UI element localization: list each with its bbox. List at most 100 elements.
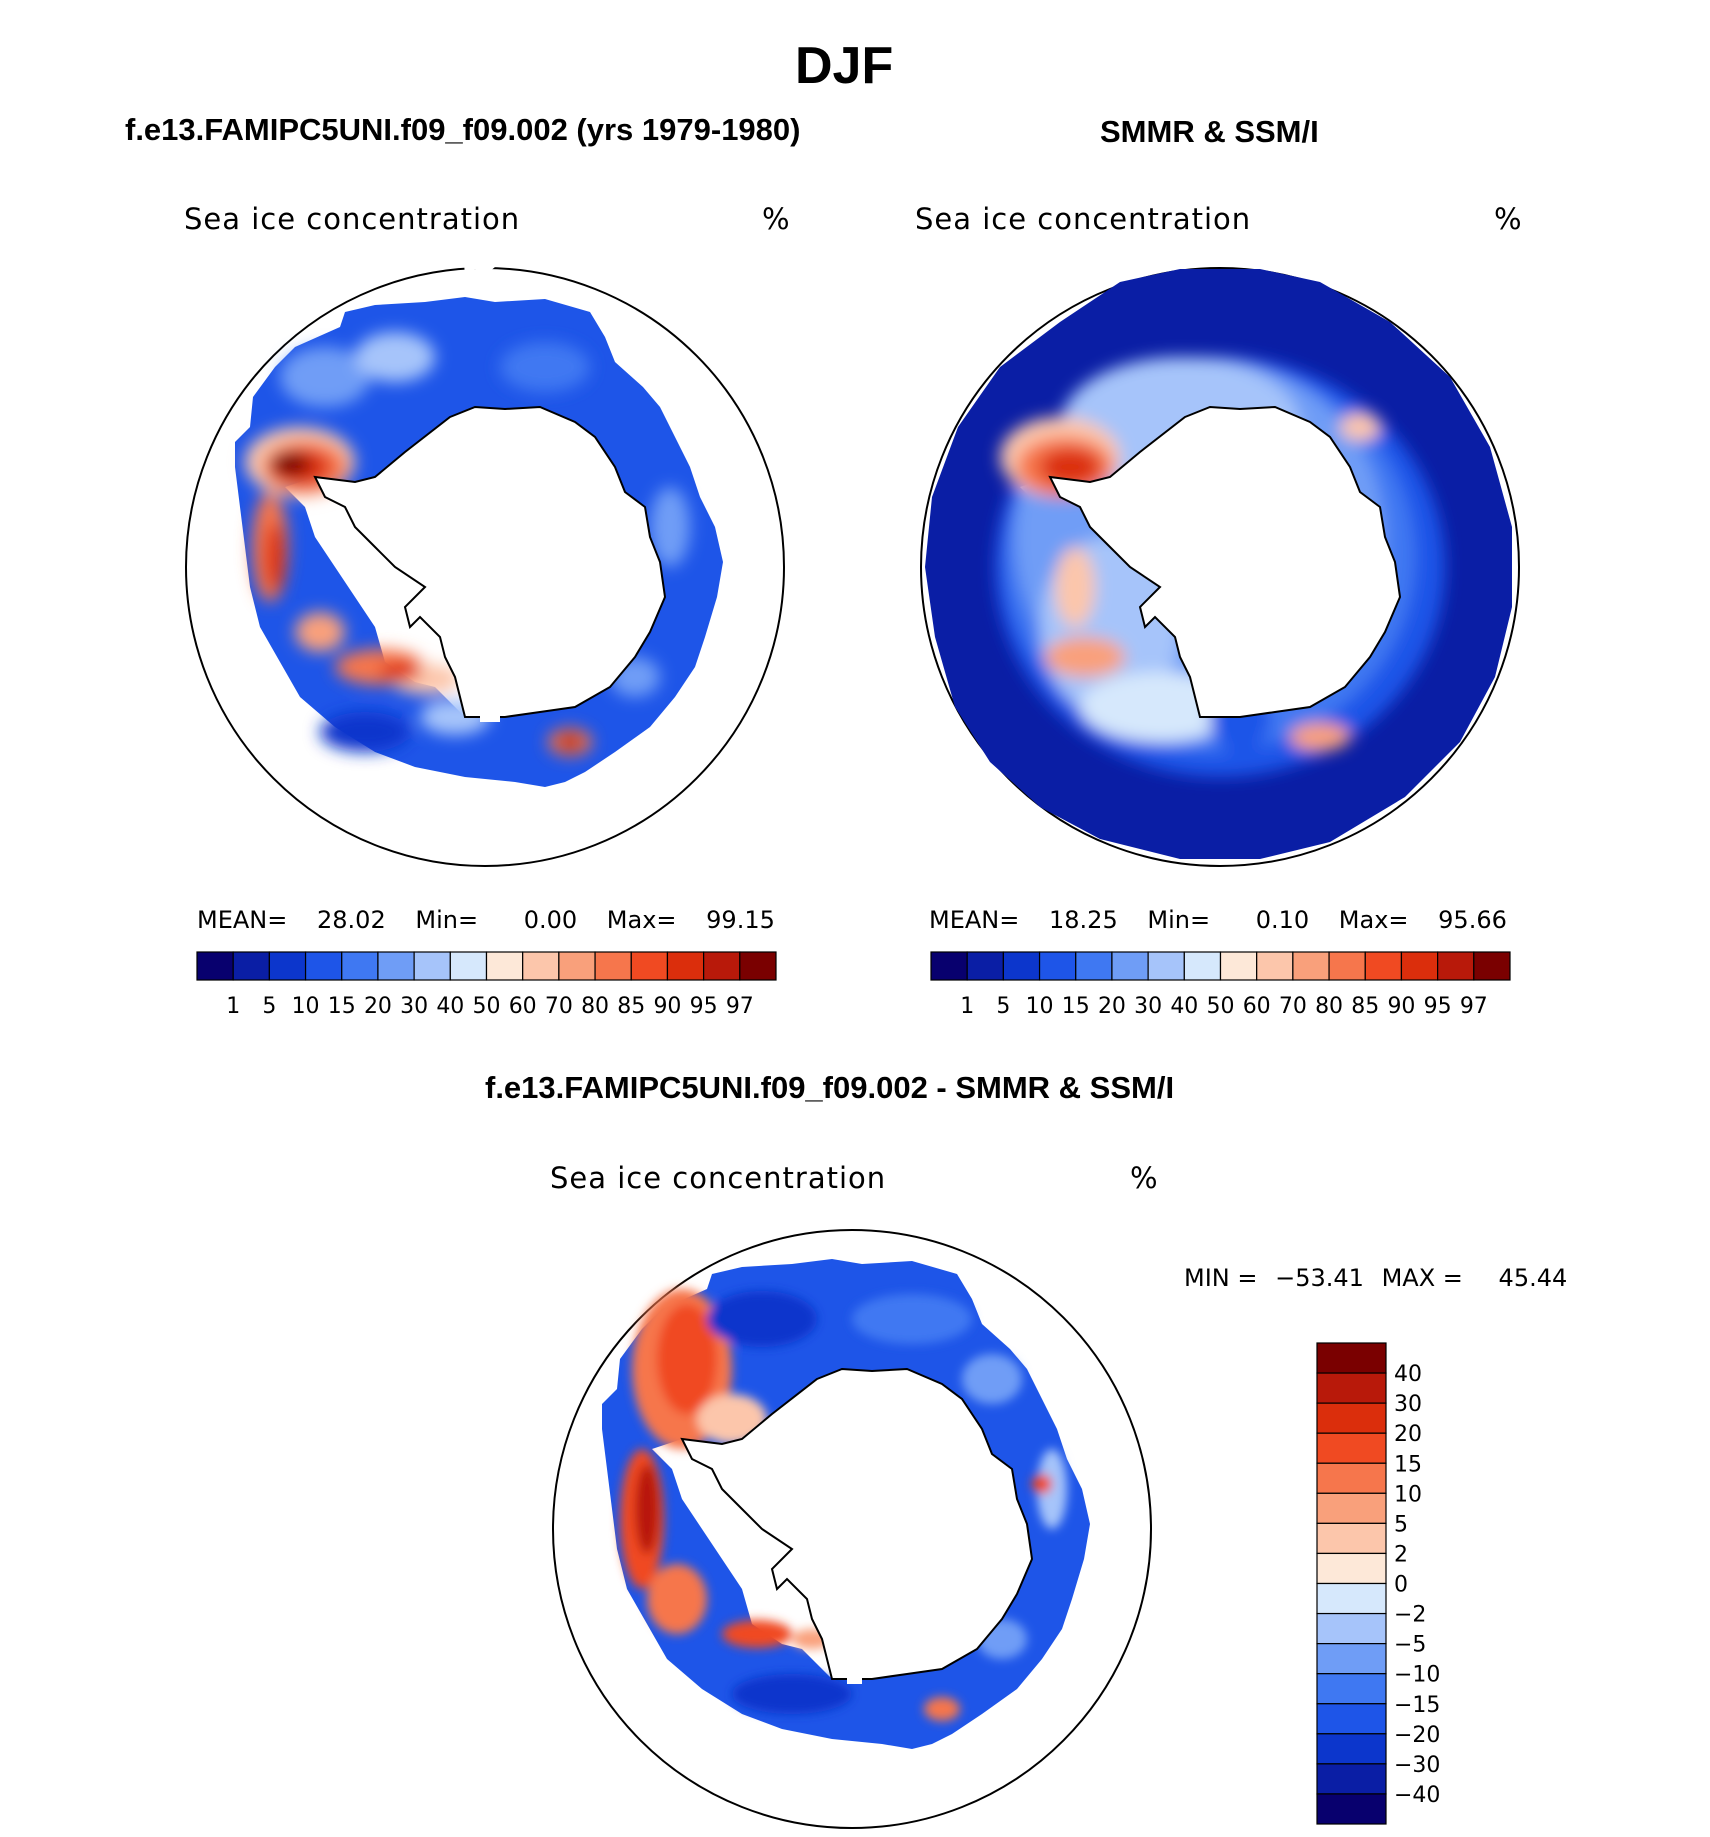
obs-colorbar-tick-label-11: 85	[1351, 994, 1379, 1019]
model-colorbar-swatch-0	[196, 951, 234, 981]
obs-map	[920, 267, 1520, 867]
obs-mean-label: MEAN=	[929, 906, 1020, 934]
model-colorbar-tick-label-3: 15	[328, 994, 356, 1019]
diff-colorbar-swatch-11	[1316, 1673, 1387, 1705]
diff-colorbar-swatch-0	[1316, 1342, 1387, 1374]
obs-colorbar-tick-label-13: 95	[1424, 994, 1452, 1019]
diff-min-label: MIN =	[1184, 1264, 1258, 1292]
obs-units-label: %	[1494, 202, 1523, 236]
obs-colorbar-tick-label-14: 97	[1460, 994, 1488, 1019]
diff-colorbar-tick-label-14: −40	[1394, 1783, 1440, 1808]
model-map	[185, 239, 785, 867]
obs-colorbar-swatch-4	[1075, 951, 1113, 981]
diff-colorbar-swatch-15	[1316, 1793, 1387, 1825]
diff-field-label: Sea ice concentration	[550, 1161, 887, 1195]
obs-colorbar-swatch-11	[1328, 951, 1366, 981]
diff-colorbar-swatch-2	[1316, 1402, 1387, 1434]
diff-colorbar-swatch-9	[1316, 1612, 1387, 1645]
diff-colorbar-swatch-1	[1316, 1372, 1387, 1404]
obs-colorbar-tick-label-3: 15	[1062, 994, 1090, 1019]
diff-colorbar-tick-label-12: −20	[1394, 1723, 1440, 1748]
diff-colorbar-tick-label-3: 15	[1394, 1452, 1422, 1477]
diff-colorbar-swatch-3	[1316, 1432, 1387, 1464]
model-colorbar-tick-label-1: 5	[262, 994, 276, 1019]
obs-mean-value: 18.25	[1049, 906, 1118, 934]
obs-min-value: 0.10	[1255, 906, 1310, 934]
model-colorbar-swatch-11	[594, 951, 632, 981]
model-colorbar-swatch-13	[666, 951, 705, 981]
model-colorbar-swatch-15	[739, 951, 777, 981]
diff-colorbar-tick-label-9: −5	[1394, 1633, 1426, 1658]
model-field-label: Sea ice concentration	[184, 202, 521, 236]
model-colorbar-swatch-14	[703, 951, 741, 981]
obs-colorbar-tick-label-12: 90	[1387, 994, 1415, 1019]
diff-colorbar-swatch-10	[1316, 1643, 1387, 1675]
obs-colorbar-tick-label-9: 70	[1279, 994, 1307, 1019]
obs-colorbar-tick-label-10: 80	[1315, 994, 1343, 1019]
diff-colorbar-tick-label-7: 0	[1394, 1573, 1408, 1598]
diff-colorbar-tick-label-4: 10	[1394, 1482, 1422, 1507]
model-max-value: 99.15	[706, 906, 775, 934]
model-mean-label: MEAN=	[197, 906, 288, 934]
obs-colorbar-swatch-0	[930, 951, 968, 981]
diff-stats: MIN = −53.41 MAX = 45.44	[1184, 1264, 1567, 1292]
diff-colorbar-tick-label-10: −10	[1394, 1663, 1440, 1688]
model-mean-value: 28.02	[317, 906, 386, 934]
model-colorbar-swatch-3	[304, 951, 343, 981]
obs-colorbar-swatch-2	[1002, 951, 1041, 981]
model-colorbar-swatch-10	[558, 951, 596, 981]
obs-colorbar-swatch-8	[1219, 951, 1258, 981]
model-colorbar-swatch-6	[413, 951, 451, 981]
obs-colorbar-swatch-5	[1111, 951, 1149, 981]
model-min-value: 0.00	[523, 906, 578, 934]
diff-colorbar-swatch-6	[1316, 1522, 1387, 1555]
model-colorbar-tick-label-11: 85	[617, 994, 645, 1019]
obs-stats: MEAN= 18.25 Min= 0.10 Max= 95.66	[929, 906, 1507, 934]
diff-colorbar-swatch-12	[1316, 1703, 1387, 1735]
model-units-label: %	[762, 202, 791, 236]
diff-colorbar-tick-label-1: 30	[1394, 1392, 1422, 1417]
obs-field-label: Sea ice concentration	[915, 202, 1252, 236]
diff-max-value: 45.44	[1498, 1264, 1568, 1292]
model-colorbar-tick-label-4: 20	[364, 994, 392, 1019]
model-colorbar: 1 5 10 15 20 30 40 50 60 70 80 85 90 95 97	[196, 951, 777, 1019]
model-colorbar-swatch-5	[377, 951, 415, 981]
obs-colorbar-tick-label-4: 20	[1098, 994, 1126, 1019]
diff-colorbar-swatch-5	[1316, 1492, 1387, 1524]
obs-colorbar: 1 5 10 15 20 30 40 50 60 70 80 85 90 95 97	[930, 951, 1511, 1019]
obs-colorbar-swatch-15	[1473, 951, 1511, 981]
diff-colorbar-tick-label-8: −2	[1394, 1603, 1426, 1628]
diff-map	[552, 1229, 1152, 1829]
obs-colorbar-tick-label-2: 10	[1026, 994, 1054, 1019]
model-colorbar-tick-label-6: 40	[436, 994, 464, 1019]
obs-max-label: Max=	[1338, 906, 1409, 934]
model-colorbar-tick-label-0: 1	[226, 994, 240, 1019]
obs-panel-title: SMMR & SSM/I	[1100, 114, 1319, 149]
diff-colorbar-swatch-13	[1316, 1733, 1387, 1765]
obs-colorbar-tick-label-1: 5	[996, 994, 1010, 1019]
model-max-label: Max=	[606, 906, 677, 934]
model-colorbar-swatch-8	[485, 951, 524, 981]
obs-colorbar-tick-label-0: 1	[960, 994, 974, 1019]
model-colorbar-swatch-4	[341, 951, 379, 981]
obs-colorbar-tick-label-6: 40	[1170, 994, 1198, 1019]
obs-colorbar-swatch-7	[1183, 951, 1222, 981]
model-colorbar-swatch-12	[630, 951, 669, 981]
diff-panel-title: f.e13.FAMIPC5UNI.f09_f09.002 - SMMR & SS…	[485, 1070, 1175, 1105]
diff-colorbar-tick-label-6: 2	[1394, 1542, 1408, 1567]
model-colorbar-swatch-9	[522, 951, 560, 981]
obs-colorbar-swatch-9	[1256, 951, 1294, 981]
model-colorbar-tick-label-7: 50	[473, 994, 501, 1019]
diff-colorbar-tick-label-2: 20	[1394, 1422, 1422, 1447]
model-colorbar-tick-label-5: 30	[400, 994, 428, 1019]
diff-max-label: MAX =	[1381, 1264, 1463, 1292]
obs-colorbar-tick-label-5: 30	[1134, 994, 1162, 1019]
diff-colorbar-swatch-8	[1316, 1582, 1387, 1615]
obs-colorbar-swatch-14	[1437, 951, 1475, 981]
diff-colorbar-tick-label-13: −30	[1394, 1753, 1440, 1778]
obs-colorbar-swatch-12	[1364, 951, 1403, 981]
model-stats: MEAN= 28.02 Min= 0.00 Max= 99.15	[197, 906, 775, 934]
diff-colorbar-tick-label-11: −15	[1394, 1693, 1440, 1718]
model-colorbar-swatch-1	[232, 951, 270, 981]
